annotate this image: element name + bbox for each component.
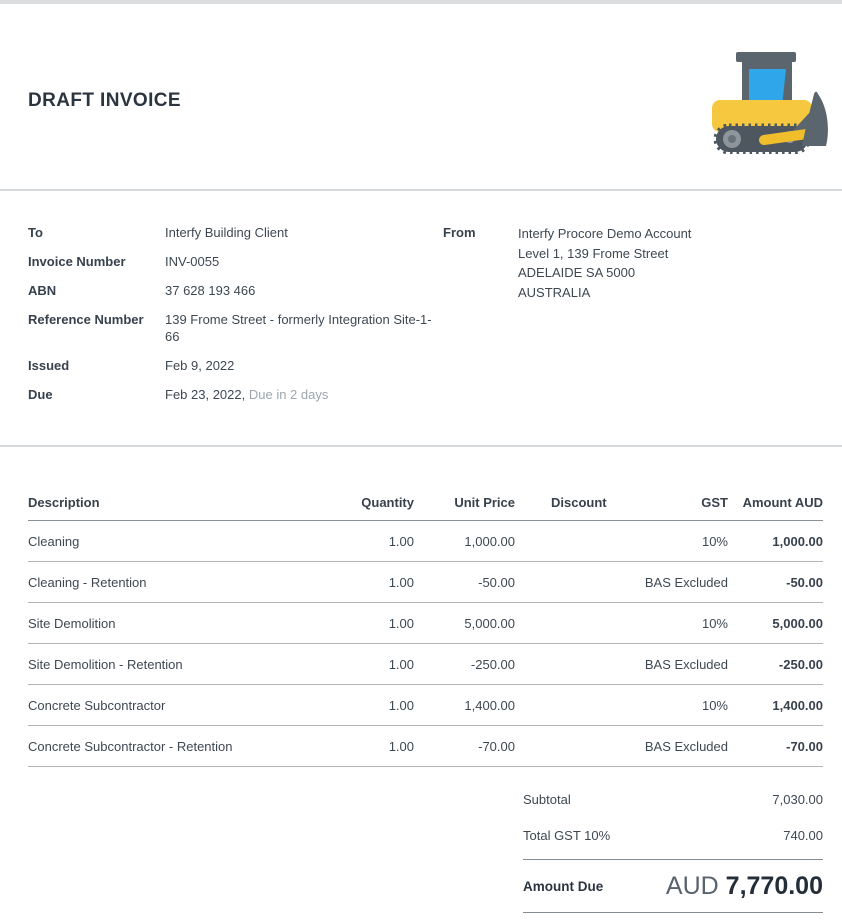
column-header-amount-aud: Amount AUD [742, 495, 823, 510]
line-items-table: Description Quantity Unit Price Discount… [28, 447, 823, 767]
cell-amount: -70.00 [786, 738, 823, 754]
bulldozer-icon [690, 42, 828, 159]
detail-row-reference-number: Reference Number 139 Frome Street - form… [28, 311, 443, 345]
from-line-country: AUSTRALIA [518, 284, 591, 300]
total-gst-label: Total GST 10% [523, 827, 611, 843]
cell-unit-price: -50.00 [478, 574, 515, 590]
due-label: Due [28, 387, 53, 402]
issued-label: Issued [28, 358, 70, 373]
total-gst-row: Total GST 10% 740.00 [523, 817, 823, 853]
invoice-details: To Interfy Building Client Invoice Numbe… [0, 191, 842, 447]
from-label: From [443, 225, 476, 240]
issued-value: Feb 9, 2022 [165, 358, 235, 373]
column-header-discount: Discount [551, 495, 607, 510]
totals-section: Subtotal 7,030.00 Total GST 10% 740.00 A… [523, 781, 823, 913]
from-address: Interfy Procore Demo Account Level 1, 13… [518, 224, 691, 415]
column-header-gst: GST [701, 495, 728, 510]
cell-quantity: 1.00 [388, 697, 414, 713]
due-value: Feb 23, 2022, Due in 2 days [165, 386, 328, 403]
table-row: Cleaning 1.00 1,000.00 10% 1,000.00 [28, 521, 823, 562]
column-header-quantity: Quantity [361, 495, 414, 510]
table-header-row: Description Quantity Unit Price Discount… [28, 447, 823, 521]
subtotal-value: 7,030.00 [772, 791, 823, 807]
cell-gst: BAS Excluded [644, 738, 728, 754]
top-border [0, 0, 842, 4]
cell-quantity: 1.00 [388, 533, 414, 549]
cell-quantity: 1.00 [388, 615, 414, 631]
from-line-company: Interfy Procore Demo Account [518, 226, 692, 241]
cell-unit-price: 1,000.00 [464, 533, 515, 549]
cell-amount: -50.00 [786, 574, 823, 590]
cell-description: Cleaning - Retention [28, 574, 147, 590]
detail-row-invoice-number: Invoice Number INV-0055 [28, 253, 443, 270]
amount-due-row: Amount Due AUD 7,770.00 [523, 859, 823, 913]
amount-due-label: Amount Due [523, 878, 604, 894]
cell-amount: 1,400.00 [772, 697, 823, 713]
invoice-number-value: INV-0055 [165, 254, 220, 269]
detail-row-to: To Interfy Building Client [28, 224, 443, 241]
cell-description: Concrete Subcontractor - Retention [28, 738, 233, 754]
subtotal-row: Subtotal 7,030.00 [523, 781, 823, 817]
table-row: Concrete Subcontractor - Retention 1.00 … [28, 726, 823, 767]
reference-number-label: Reference Number [28, 312, 144, 327]
cell-description: Site Demolition - Retention [28, 656, 183, 672]
cell-amount: 1,000.00 [772, 533, 823, 549]
cell-amount: 5,000.00 [772, 615, 823, 631]
column-header-unit-price: Unit Price [454, 495, 515, 510]
cell-quantity: 1.00 [388, 738, 414, 754]
subtotal-label: Subtotal [523, 791, 571, 807]
reference-number-value: 139 Frome Street - formerly Integration … [165, 312, 432, 344]
from-line-street: Level 1, 139 Frome Street [518, 245, 669, 261]
cell-gst: 10% [701, 533, 728, 549]
cell-gst: BAS Excluded [644, 574, 728, 590]
to-value: Interfy Building Client [165, 225, 288, 240]
cell-amount: -250.00 [778, 656, 823, 672]
detail-row-abn: ABN 37 628 193 466 [28, 282, 443, 299]
to-label: To [28, 225, 43, 240]
table-row: Site Demolition 1.00 5,000.00 10% 5,000.… [28, 603, 823, 644]
page-title: DRAFT INVOICE [28, 90, 181, 111]
table-row: Site Demolition - Retention 1.00 -250.00… [28, 644, 823, 685]
invoice-number-label: Invoice Number [28, 254, 126, 269]
details-left-column: To Interfy Building Client Invoice Numbe… [28, 224, 443, 415]
detail-row-due: Due Feb 23, 2022, Due in 2 days [28, 386, 443, 403]
cell-description: Concrete Subcontractor [28, 697, 166, 713]
due-date: Feb 23, 2022, [165, 387, 246, 402]
currency-code: AUD [665, 871, 719, 900]
cell-unit-price: -250.00 [470, 656, 515, 672]
from-line-city: ADELAIDE SA 5000 [518, 265, 636, 280]
column-header-description: Description [28, 495, 100, 510]
total-gst-value: 740.00 [783, 827, 823, 843]
amount-due-value: AUD 7,770.00 [666, 872, 823, 901]
table-row: Cleaning - Retention 1.00 -50.00 BAS Exc… [28, 562, 823, 603]
abn-label: ABN [28, 283, 57, 298]
cell-unit-price: 5,000.00 [464, 615, 515, 631]
amount-due-number: 7,770.00 [725, 871, 823, 900]
cell-description: Site Demolition [28, 615, 116, 631]
cell-gst: 10% [701, 697, 728, 713]
from-block: From Interfy Procore Demo Account Level … [443, 224, 691, 415]
table-row: Concrete Subcontractor 1.00 1,400.00 10%… [28, 685, 823, 726]
detail-row-issued: Issued Feb 9, 2022 [28, 357, 443, 374]
cell-gst: 10% [701, 615, 728, 631]
invoice-header: DRAFT INVOICE [0, 4, 842, 191]
cell-unit-price: 1,400.00 [464, 697, 515, 713]
cell-quantity: 1.00 [388, 656, 414, 672]
cell-gst: BAS Excluded [644, 656, 728, 672]
cell-quantity: 1.00 [388, 574, 414, 590]
cell-description: Cleaning [28, 533, 80, 549]
cell-unit-price: -70.00 [478, 738, 515, 754]
abn-value: 37 628 193 466 [165, 283, 256, 298]
due-note: Due in 2 days [248, 387, 329, 402]
